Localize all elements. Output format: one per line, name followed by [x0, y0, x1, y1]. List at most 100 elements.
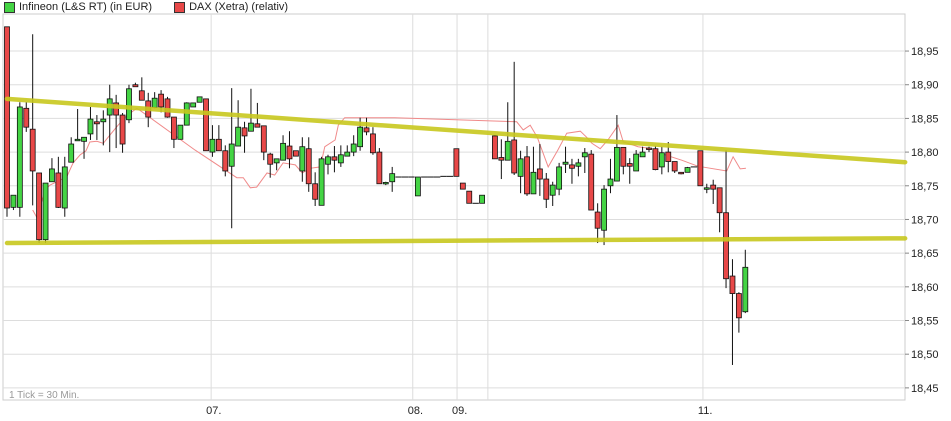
candle	[93, 115, 100, 140]
candle	[459, 182, 466, 190]
candle-body	[222, 150, 229, 172]
candle-body	[10, 194, 17, 208]
candle	[536, 144, 543, 196]
candle	[735, 292, 742, 333]
candle-body	[363, 127, 370, 133]
candle-body	[562, 161, 569, 165]
candle	[716, 187, 723, 233]
y-tick-label: 18,45	[911, 383, 939, 395]
legend-swatch-infineon	[4, 1, 15, 13]
candle-body	[55, 172, 62, 208]
candle	[325, 154, 331, 175]
candle-body	[524, 156, 530, 195]
candle-body	[119, 114, 126, 145]
candle-body	[723, 212, 729, 280]
trendlines	[4, 96, 908, 246]
candle-body	[414, 176, 421, 197]
candle-body	[382, 182, 389, 185]
y-tick-label: 18,80	[911, 147, 939, 159]
candle	[273, 158, 280, 171]
candle-body	[620, 146, 627, 167]
candle	[228, 88, 235, 229]
candle	[344, 145, 351, 157]
candle-body	[607, 178, 614, 187]
candle	[543, 172, 550, 209]
y-tick-label: 18,70	[911, 214, 939, 226]
candle	[729, 259, 736, 365]
candle	[588, 150, 595, 211]
candle	[164, 96, 171, 118]
candle	[479, 194, 485, 204]
x-tick-label: 08.	[408, 405, 423, 417]
candle	[81, 136, 87, 159]
candle-body	[273, 158, 280, 164]
candle-body	[556, 166, 563, 190]
candle-body	[601, 188, 607, 231]
candle	[684, 166, 691, 173]
candle-body	[292, 150, 299, 157]
candle	[652, 146, 659, 171]
axes: 18,45 18,50 18,55 18,60 18,65 18,70 18,75 18,80…	[206, 46, 938, 417]
candle	[697, 150, 704, 187]
candle-body	[357, 126, 364, 148]
candle-body	[260, 125, 267, 153]
candle-body	[536, 168, 543, 180]
candle-body	[209, 138, 216, 153]
candle-body	[248, 122, 254, 132]
candle-body	[575, 162, 582, 167]
candle-body	[138, 90, 145, 101]
y-tick-label: 18,85	[911, 113, 939, 125]
candle	[260, 125, 267, 161]
x-tick-label: 07.	[206, 405, 221, 417]
candle	[376, 148, 383, 185]
candle-body	[190, 102, 197, 108]
candle	[100, 110, 107, 146]
y-tick-label: 18,50	[911, 349, 939, 361]
candle-body	[177, 124, 184, 140]
candle-body	[710, 184, 717, 190]
trendline	[4, 236, 908, 246]
candle	[132, 82, 139, 88]
candle	[620, 146, 627, 175]
y-tick-label: 18,75	[911, 181, 939, 193]
candle-body	[742, 266, 749, 313]
candle	[562, 146, 569, 173]
candle-body	[479, 194, 485, 204]
candle	[177, 124, 184, 140]
candle	[492, 135, 498, 160]
candle-body	[93, 121, 100, 125]
candle	[337, 145, 344, 167]
candle	[29, 34, 36, 206]
candle	[215, 125, 222, 152]
candle-body	[337, 154, 344, 164]
candle-body	[299, 146, 306, 172]
candle	[10, 194, 17, 211]
candle-body	[459, 182, 466, 190]
legend-item-infineon: Infineon (L&S RT) (in EUR)	[4, 1, 152, 13]
candle-body	[492, 135, 498, 160]
candle-body	[74, 138, 81, 142]
candle	[511, 61, 518, 176]
candle-body	[325, 156, 331, 165]
candle-body	[81, 136, 87, 142]
candle	[742, 249, 749, 314]
candle-body	[614, 146, 620, 182]
plot-area	[2, 13, 906, 401]
y-tick-label: 18,95	[911, 46, 939, 58]
candle-body	[370, 133, 376, 154]
candle-body	[203, 98, 209, 152]
candle	[389, 166, 396, 192]
candle	[363, 117, 370, 136]
candle	[61, 156, 68, 217]
candle-body	[196, 96, 203, 103]
candle	[614, 115, 620, 182]
candle	[23, 102, 30, 132]
candle-body	[665, 151, 672, 162]
candle	[581, 148, 588, 173]
candle-body	[87, 118, 94, 135]
trendline	[4, 96, 908, 165]
candle-body	[639, 151, 646, 158]
candle-body	[132, 84, 139, 88]
candle	[119, 113, 126, 153]
candle-body	[331, 156, 338, 161]
